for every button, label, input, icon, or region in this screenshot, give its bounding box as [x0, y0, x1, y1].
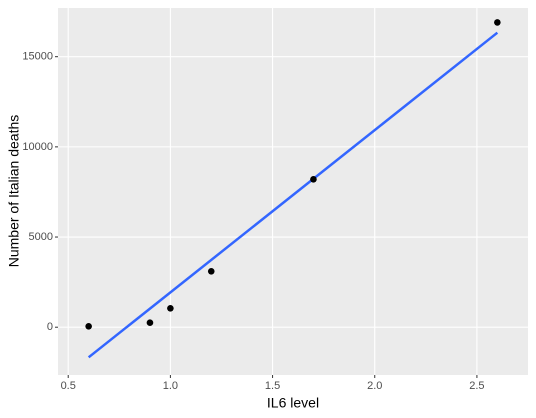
- point: [167, 304, 174, 312]
- point: [207, 268, 215, 275]
- y-tick-label: 5000: [29, 231, 53, 243]
- point: [85, 323, 92, 330]
- y-tick-label: 10000: [22, 141, 53, 153]
- y-tick-label: 15000: [22, 51, 53, 63]
- x-tick-label: 0.5: [61, 380, 76, 392]
- point: [310, 176, 317, 183]
- y-tick-label: 0: [47, 321, 53, 333]
- x-tick-label: 2.0: [367, 380, 382, 392]
- x-tick-label: 2.5: [469, 380, 484, 392]
- fit-line: [87, 31, 499, 359]
- point: [494, 19, 501, 26]
- point: [146, 319, 154, 327]
- y-axis-title: Number of Italian deaths: [6, 115, 22, 268]
- x-tick-label: 1.0: [163, 380, 178, 392]
- x-tick-label: 1.5: [265, 380, 280, 392]
- x-axis-title: IL6 level: [267, 395, 319, 411]
